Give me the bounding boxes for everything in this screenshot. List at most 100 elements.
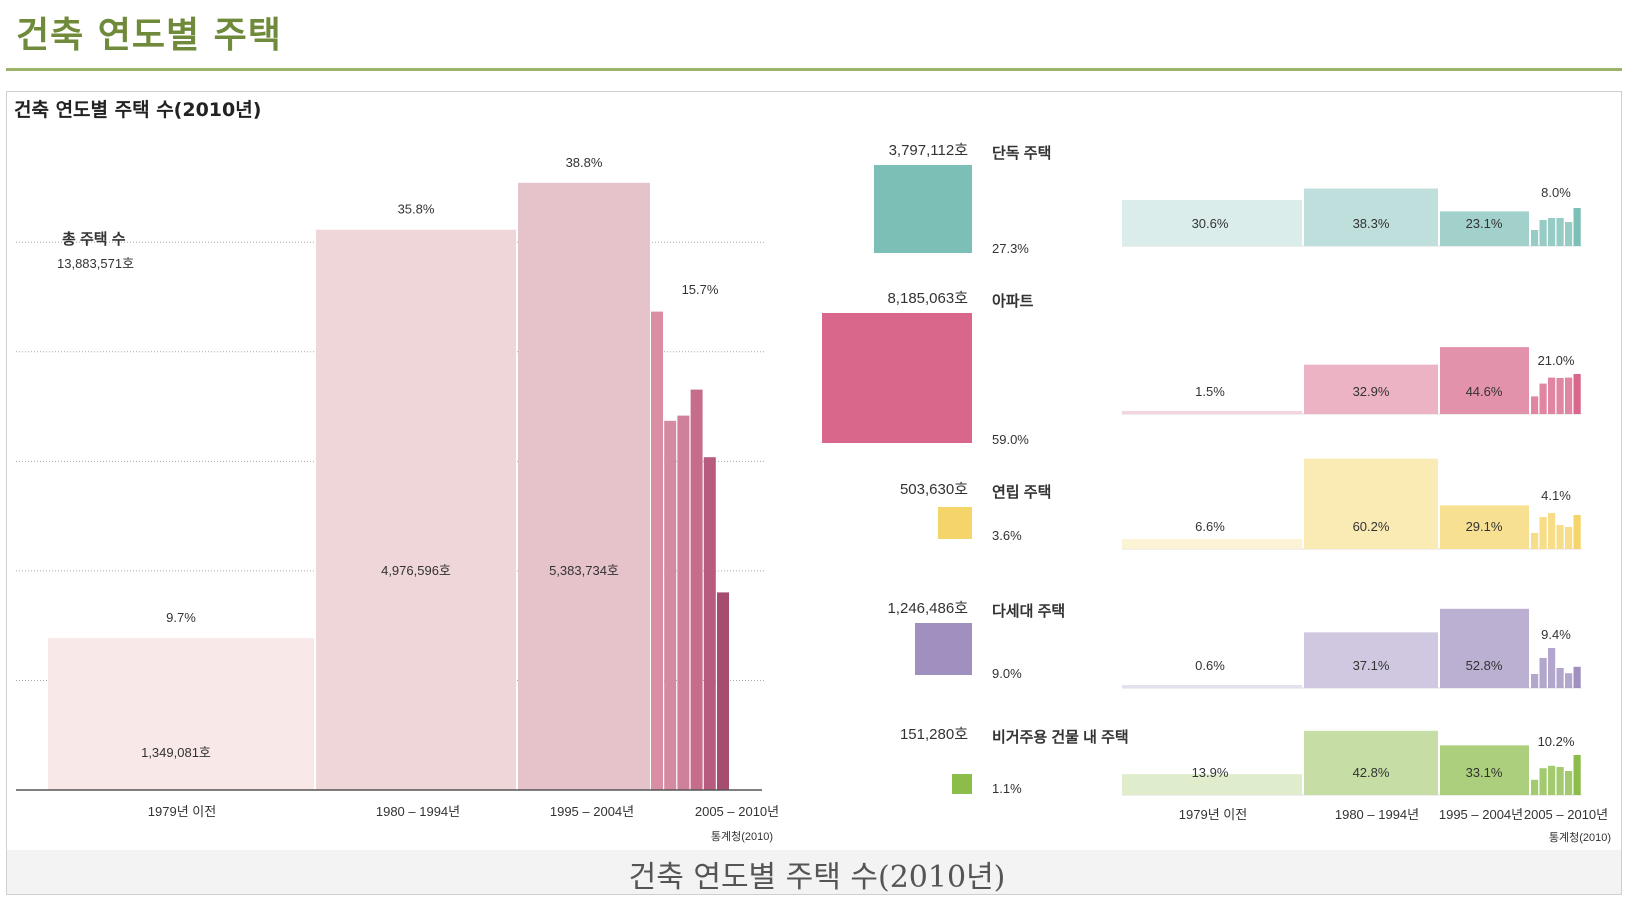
period-bar (1304, 730, 1438, 795)
period-bar (1122, 200, 1302, 246)
year-bar (1539, 658, 1547, 688)
period-percent-label: 52.8% (1466, 658, 1503, 673)
bar-4-year-6 (717, 592, 729, 790)
source-label: 통계청(2010) (711, 830, 773, 843)
year-bar (1565, 222, 1573, 246)
series-name-label: 다세대 주택 (992, 602, 1065, 620)
series-count-label: 8,185,063호 (887, 290, 968, 307)
year-bar (1565, 527, 1573, 549)
year-bar (1556, 668, 1564, 688)
period-percent-label: 9.4% (1541, 627, 1571, 642)
figure-caption: 건축 연도별 주택 수(2010년) (628, 860, 1006, 895)
series-share-label: 27.3% (992, 241, 1029, 256)
year-bar (1531, 396, 1539, 414)
share-box (915, 623, 972, 675)
page-title: 건축 연도별 주택 (16, 14, 282, 56)
period-bar (1440, 608, 1529, 688)
x-tick-label: 1995 – 2004년 (1439, 807, 1523, 822)
series-share-label: 1.1% (992, 781, 1022, 796)
series-name-label: 비거주용 건물 내 주택 (992, 728, 1129, 746)
year-bar (1565, 673, 1573, 688)
bar-4-year-5 (703, 457, 716, 790)
year-bar (1531, 230, 1539, 246)
period-percent-label: 29.1% (1466, 519, 1503, 534)
bar-4-year-4 (690, 389, 703, 790)
figure-title: 건축 연도별 주택 수(2010년) (14, 99, 262, 121)
period-percent-label: 1.5% (1195, 384, 1225, 399)
year-bar (1548, 513, 1556, 549)
period-bar (1440, 211, 1529, 246)
x-tick-label: 1995 – 2004년 (550, 804, 634, 819)
source-label: 통계청(2010) (1549, 831, 1611, 844)
year-bar (1565, 771, 1573, 795)
bar-4-year-2 (664, 420, 677, 790)
year-bar (1573, 515, 1581, 549)
bar-2 (316, 229, 516, 791)
x-tick-label: 2005 – 2010년 (1524, 807, 1608, 822)
series-name-label: 단독 주택 (992, 144, 1051, 162)
period-bar (1304, 188, 1438, 246)
period-percent-label: 13.9% (1192, 765, 1229, 780)
year-bar (1548, 648, 1556, 688)
bar-value-label: 1,349,081호 (141, 745, 211, 760)
series-share-label: 9.0% (992, 666, 1022, 681)
total-value: 13,883,571호 (57, 256, 134, 271)
series-name-label: 아파트 (992, 293, 1034, 310)
year-bar (1556, 218, 1564, 246)
year-bar (1573, 208, 1581, 246)
year-bar (1556, 767, 1564, 795)
series-name-label: 연립 주택 (992, 483, 1051, 501)
period-percent-label: 10.2% (1538, 734, 1575, 749)
series-count-label: 503,630호 (900, 481, 968, 498)
bar-value-label: 4,976,596호 (381, 563, 451, 578)
period-percent-label: 44.6% (1466, 384, 1503, 399)
year-bar (1531, 533, 1539, 549)
period-percent-label: 21.0% (1538, 353, 1575, 368)
period-percent-label: 37.1% (1353, 658, 1390, 673)
period-bar (1122, 539, 1302, 549)
year-bar (1548, 765, 1556, 795)
x-tick-label: 1979년 이전 (148, 804, 216, 819)
year-bar (1531, 779, 1539, 795)
period-bar (1304, 364, 1438, 414)
bar-percent-label: 9.7% (166, 610, 196, 625)
bar-1 (48, 638, 314, 790)
period-bar (1304, 458, 1438, 549)
bar-value-label: 5,383,734호 (549, 563, 619, 578)
period-bar (1440, 347, 1529, 414)
series-count-label: 151,280호 (900, 726, 968, 743)
year-bar (1539, 383, 1547, 414)
period-percent-label: 23.1% (1466, 216, 1503, 231)
period-bar (1122, 774, 1302, 795)
share-box (938, 507, 972, 539)
period-bar (1440, 745, 1529, 795)
share-box (952, 774, 972, 794)
total-label: 총 주택 수 (62, 230, 126, 248)
year-bar (1531, 674, 1539, 688)
bar-4-year-3 (677, 415, 690, 790)
bar-percent-label: 35.8% (398, 202, 435, 217)
period-bar (1122, 411, 1302, 414)
period-percent-label: 4.1% (1541, 488, 1571, 503)
period-percent-label: 8.0% (1541, 185, 1571, 200)
period-percent-label: 30.6% (1192, 216, 1229, 231)
year-bar (1539, 220, 1547, 246)
x-tick-label: 1980 – 1994년 (1335, 807, 1419, 822)
series-count-label: 3,797,112호 (889, 142, 969, 159)
period-percent-label: 0.6% (1195, 658, 1225, 673)
bar-3 (518, 182, 650, 790)
period-percent-label: 42.8% (1353, 765, 1390, 780)
period-bar (1122, 685, 1302, 688)
period-percent-label: 33.1% (1466, 765, 1503, 780)
share-box (874, 165, 972, 253)
period-bar (1304, 632, 1438, 688)
period-bar (1440, 505, 1529, 549)
year-bar (1573, 374, 1581, 414)
x-tick-label: 1979년 이전 (1179, 807, 1247, 822)
year-bar (1573, 755, 1581, 795)
x-tick-label: 2005 – 2010년 (695, 804, 779, 819)
year-bar (1565, 377, 1573, 414)
caption-band (7, 850, 1621, 894)
period-percent-label: 60.2% (1353, 519, 1390, 534)
